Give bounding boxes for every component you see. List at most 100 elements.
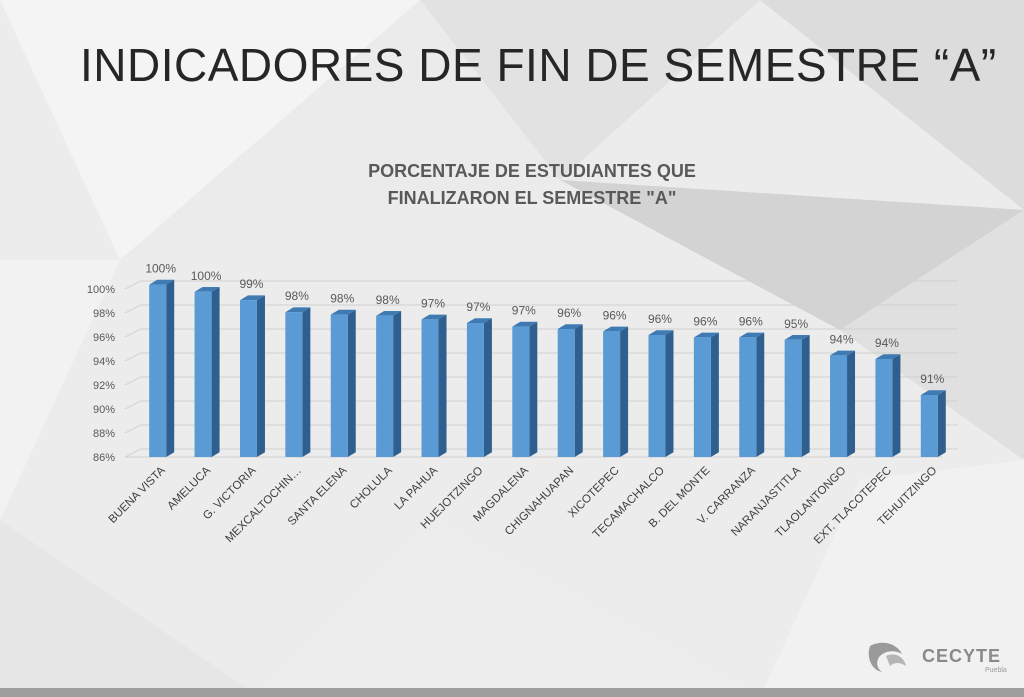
- bar-side: [529, 321, 538, 457]
- bar-top: [557, 324, 583, 329]
- gridline-depth: [124, 376, 142, 386]
- data-label: 96%: [603, 308, 627, 322]
- chart-title-line-2: FINALIZARON EL SEMESTRE "A": [387, 188, 677, 208]
- bar-side: [756, 332, 765, 457]
- bar-front: [376, 315, 394, 457]
- y-tick-label: 98%: [93, 308, 115, 320]
- bar-top: [784, 335, 810, 340]
- bar-side: [710, 332, 719, 457]
- cecyte-logo-icon: [868, 642, 906, 672]
- y-tick-label: 90%: [93, 404, 115, 416]
- bar-side: [438, 314, 447, 457]
- bar-top: [830, 350, 856, 356]
- bar-13: [739, 332, 765, 457]
- bar-front: [784, 339, 802, 457]
- data-label: 98%: [330, 292, 354, 306]
- bar-10: [603, 326, 629, 457]
- bar-top: [693, 332, 719, 338]
- data-label: 97%: [512, 304, 536, 318]
- bar-front: [330, 314, 348, 457]
- bar-top: [875, 354, 901, 359]
- bar-top: [739, 332, 765, 338]
- bar-top: [512, 321, 538, 327]
- data-label: 96%: [648, 312, 672, 326]
- gridline-depth: [124, 328, 142, 338]
- bar-side: [665, 330, 674, 457]
- bar-top: [648, 330, 674, 335]
- bar-12: [693, 332, 719, 457]
- bar-front: [239, 300, 257, 457]
- gridline-depth: [124, 280, 142, 290]
- chart-title-line-1: PORCENTAJE DE ESTUDIANTES QUE: [368, 161, 696, 181]
- bar-top: [194, 287, 220, 292]
- bar-side: [620, 326, 629, 457]
- bar-front: [194, 291, 212, 457]
- data-label: 98%: [376, 293, 400, 307]
- bar-side: [801, 335, 810, 457]
- x-tick-label: CHOLULA: [348, 464, 395, 511]
- bar-top: [466, 318, 492, 323]
- data-label: 100%: [145, 262, 176, 276]
- bar-front: [830, 355, 848, 457]
- data-label: 99%: [239, 277, 263, 291]
- bar-front: [920, 395, 938, 457]
- bar-top: [920, 390, 946, 395]
- logo-subtext: Puebla: [985, 667, 1007, 674]
- gridline-depth: [124, 424, 142, 434]
- bar-7: [466, 318, 492, 457]
- bar-front: [648, 335, 666, 457]
- bar-front: [285, 312, 303, 457]
- bar-side: [483, 318, 492, 457]
- bar-top: [330, 309, 356, 315]
- bar-15: [830, 350, 856, 457]
- data-label: 94%: [830, 332, 854, 346]
- bar-front: [466, 323, 484, 457]
- y-tick-label: 100%: [87, 284, 115, 296]
- data-label: 100%: [191, 269, 222, 283]
- bar-3: [285, 307, 311, 457]
- bar-front: [512, 326, 530, 457]
- bar-side: [892, 354, 901, 457]
- bar-side: [256, 295, 265, 457]
- bar-front: [149, 284, 167, 457]
- bar-top: [376, 311, 402, 316]
- x-tick-label: AMELUCA: [165, 464, 213, 512]
- bar-side: [211, 287, 220, 457]
- data-label: 96%: [693, 314, 717, 328]
- bar-1: [194, 287, 220, 457]
- bar-side: [166, 279, 175, 457]
- bar-9: [557, 324, 583, 457]
- y-tick-label: 94%: [93, 356, 115, 368]
- bar-top: [239, 295, 265, 301]
- bar-front: [875, 359, 893, 457]
- slide-title: INDICADORES DE FIN DE SEMESTRE “A”: [80, 39, 997, 91]
- bar-side: [393, 311, 402, 457]
- bar-top: [149, 279, 175, 285]
- bar-side: [847, 350, 856, 457]
- data-label: 98%: [285, 289, 309, 303]
- chart-title: PORCENTAJE DE ESTUDIANTES QUE FINALIZARO…: [282, 158, 782, 212]
- bar-top: [285, 307, 311, 313]
- bar-2: [239, 295, 265, 457]
- bar-front: [421, 319, 439, 457]
- data-label: 97%: [466, 300, 490, 314]
- y-tick-label: 96%: [93, 332, 115, 344]
- data-label: 94%: [875, 336, 899, 350]
- bar-side: [574, 324, 583, 457]
- bar-top: [603, 326, 629, 332]
- data-label: 96%: [557, 306, 581, 320]
- bar-top: [421, 314, 447, 320]
- bar-front: [603, 331, 621, 457]
- bar-16: [875, 354, 901, 457]
- logo-text: CECYTE: [922, 646, 1002, 666]
- y-tick-label: 86%: [93, 452, 115, 464]
- y-tick-label: 92%: [93, 380, 115, 392]
- data-label: 96%: [739, 314, 763, 328]
- gridline-depth: [124, 400, 142, 410]
- gridline-depth: [124, 304, 142, 314]
- bar-11: [648, 330, 674, 457]
- bar-front: [739, 337, 757, 457]
- data-label: 95%: [784, 317, 808, 331]
